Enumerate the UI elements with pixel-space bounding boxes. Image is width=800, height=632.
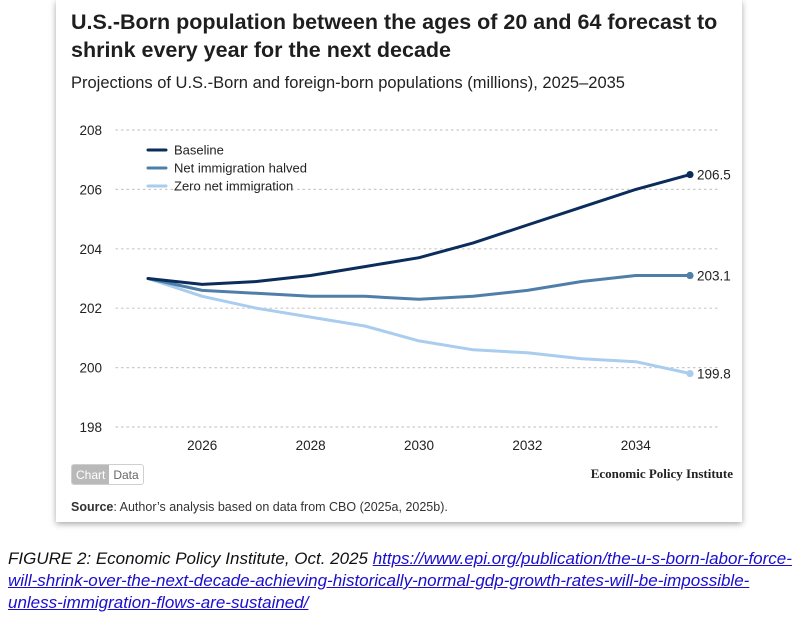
- brand-logo: Economic Policy Institute: [590, 466, 733, 481]
- data-tab[interactable]: Data: [109, 465, 143, 484]
- x-tick-label: 2032: [512, 438, 542, 453]
- series-end-label-1: 203.1: [697, 269, 731, 284]
- caption-link[interactable]: https://www.epi.org/publication/the-u-s-…: [8, 549, 792, 612]
- source-note: Source: Author’s analysis based on data …: [71, 500, 448, 514]
- chart-card: U.S.-Born population between the ages of…: [56, 0, 742, 522]
- x-tick-label: 2026: [187, 438, 217, 453]
- series-end-point-0: [686, 170, 694, 179]
- y-tick-label: 204: [79, 242, 102, 257]
- series-line-1: [146, 274, 692, 301]
- x-tick-label: 2034: [621, 438, 652, 453]
- source-text: : Author’s analysis based on data from C…: [113, 500, 448, 514]
- y-tick-label: 208: [79, 123, 102, 138]
- chart-tab[interactable]: Chart: [72, 465, 110, 484]
- series-end-point-1: [686, 271, 694, 280]
- y-tick-label: 200: [79, 361, 102, 376]
- series-line-2: [146, 277, 692, 375]
- x-tick-label: 2028: [296, 438, 326, 453]
- x-tick-label: 2030: [404, 438, 434, 453]
- legend-label-0: Baseline: [174, 143, 224, 158]
- series-end-label-0: 206.5: [697, 168, 731, 183]
- view-toggle: Chart Data: [71, 464, 144, 485]
- chart-title: U.S.-Born population between the ages of…: [71, 10, 718, 62]
- line-chart: 198 200 202 204 206 208 2026 2028 2030 2032 2034 20…: [79, 123, 731, 453]
- y-tick-label: 202: [79, 301, 102, 316]
- source-label: Source: [71, 500, 114, 514]
- series-line-0: [146, 173, 692, 286]
- series-end-label-2: 199.8: [697, 367, 731, 382]
- legend-label-2: Zero net immigration: [174, 179, 293, 194]
- caption-text: FIGURE 2: Economic Policy Institute, Oct…: [8, 549, 373, 568]
- y-tick-label: 198: [79, 420, 102, 435]
- legend-label-1: Net immigration halved: [174, 161, 307, 176]
- y-tick-label: 206: [79, 182, 102, 197]
- chart-subtitle: Projections of U.S.-Born and foreign-bor…: [71, 74, 625, 92]
- figure-caption: FIGURE 2: Economic Policy Institute, Oct…: [8, 548, 792, 614]
- series-end-point-2: [686, 369, 694, 378]
